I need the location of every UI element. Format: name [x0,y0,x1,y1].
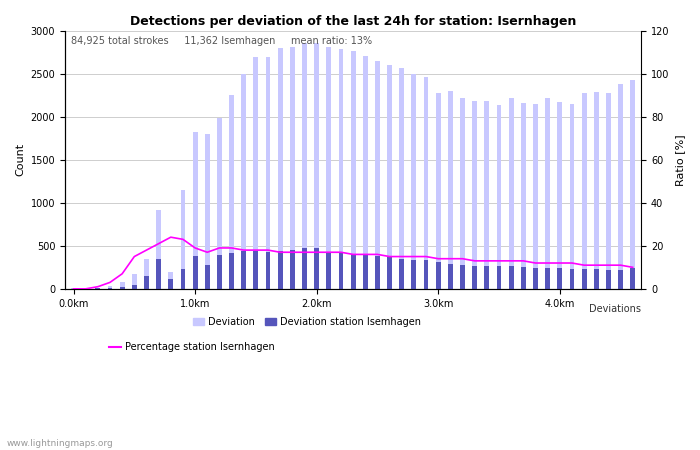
Bar [156,211,161,289]
Bar [95,288,100,289]
Bar [399,259,404,289]
Bar [217,118,222,289]
Bar [120,282,125,289]
Bar [473,266,477,289]
Bar [399,68,404,289]
Bar [375,61,380,289]
Bar [412,260,416,289]
Bar [545,98,550,289]
Bar [484,101,489,289]
Bar [484,266,489,289]
Bar [363,255,368,289]
Bar [521,103,526,289]
Bar [351,254,356,289]
Bar [265,57,270,289]
Bar [205,265,210,289]
Bar [594,269,598,289]
Bar [253,57,258,289]
Bar [278,48,283,289]
Bar [169,279,173,289]
Bar [108,286,113,289]
Bar [630,268,635,289]
Bar [424,260,428,289]
Bar [606,93,611,289]
Bar [436,93,440,289]
Bar [144,259,149,289]
Bar [557,102,562,289]
Bar [265,252,270,289]
Legend: Percentage station Isernhagen: Percentage station Isernhagen [105,338,279,356]
Bar [290,47,295,289]
Bar [521,267,526,289]
Bar [229,253,234,289]
Bar [618,84,623,289]
Bar [253,251,258,289]
Text: 84,925 total strokes     11,362 Isemhagen     mean ratio: 13%: 84,925 total strokes 11,362 Isemhagen me… [71,36,372,46]
Bar [314,44,319,289]
Bar [156,259,161,289]
Bar [606,270,611,289]
Bar [302,44,307,289]
Bar [533,104,538,289]
Bar [424,77,428,289]
Bar [302,248,307,289]
Bar [570,269,575,289]
Bar [473,101,477,289]
Bar [314,248,319,289]
Bar [290,250,295,289]
Bar [448,91,453,289]
Bar [132,274,136,289]
Bar [582,93,587,289]
Bar [509,266,514,289]
Text: www.lightningmaps.org: www.lightningmaps.org [7,439,113,448]
Bar [448,264,453,289]
Bar [181,269,186,289]
Bar [83,288,88,289]
Bar [217,255,222,289]
Bar [363,55,368,289]
Bar [326,252,331,289]
Bar [436,262,440,289]
Bar [618,270,623,289]
Bar [545,268,550,289]
Bar [339,253,344,289]
Bar [132,285,136,289]
Bar [278,251,283,289]
Bar [387,65,392,289]
Text: Deviations: Deviations [589,304,641,315]
Bar [460,265,465,289]
Bar [326,47,331,289]
Bar [570,104,575,289]
Title: Detections per deviation of the last 24h for station: Isernhagen: Detections per deviation of the last 24h… [130,15,576,28]
Bar [533,268,538,289]
Bar [181,190,186,289]
Y-axis label: Count: Count [15,143,25,176]
Bar [108,288,113,289]
Bar [339,50,344,289]
Bar [193,256,197,289]
Bar [594,92,598,289]
Bar [630,80,635,289]
Bar [241,74,246,289]
Bar [120,287,125,289]
Bar [496,266,501,289]
Bar [144,276,149,289]
Bar [509,98,514,289]
Bar [193,132,197,289]
Bar [496,104,501,289]
Bar [241,251,246,289]
Bar [412,74,416,289]
Bar [169,272,173,289]
Bar [375,256,380,289]
Y-axis label: Ratio [%]: Ratio [%] [675,134,685,185]
Bar [351,51,356,289]
Bar [205,134,210,289]
Bar [557,268,562,289]
Bar [229,95,234,289]
Bar [460,98,465,289]
Bar [582,269,587,289]
Bar [387,257,392,289]
